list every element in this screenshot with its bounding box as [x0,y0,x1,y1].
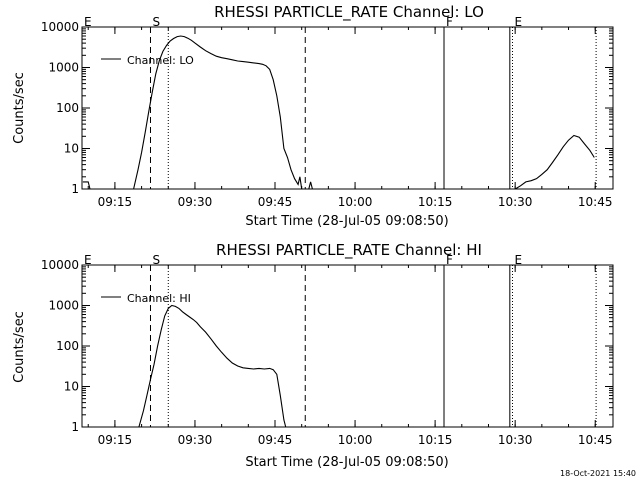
chart-panel-hi: RHESSI PARTICLE_RATE Channel: HI Start T… [12,241,614,470]
x-tick-label: 09:45 [258,195,293,209]
event-marker-label: S [152,253,160,267]
event-marker-label: F [446,15,453,29]
legend-entry: Channel: LO [127,54,194,67]
x-tick-label: 09:45 [258,433,293,447]
x-tick-label: 10:30 [498,195,533,209]
event-marker-label: F [446,253,453,267]
plot-frame [81,264,614,428]
series-line [514,134,595,190]
y-tick-label: 1000 [48,61,79,75]
x-tick-label: 10:15 [418,433,453,447]
y-tick-label: 100 [56,101,79,115]
x-tick-label: 10:30 [498,433,533,447]
x-tick-label: 10:00 [338,433,373,447]
y-tick-label: 10 [64,380,79,394]
chart-title: RHESSI PARTICLE_RATE Channel: HI [216,241,482,260]
footer-timestamp: 18-Oct-2021 15:40 [560,469,636,478]
x-axis-label: Start Time (28-Jul-05 09:08:50) [245,214,448,229]
chart-title: RHESSI PARTICLE_RATE Channel: LO [214,3,484,22]
x-tick-label: 09:15 [98,433,133,447]
x-axis-label: Start Time (28-Jul-05 09:08:50) [245,455,448,470]
x-tick-label: 10:00 [338,195,373,209]
event-marker-label: E [514,15,522,29]
event-marker-label: S [152,15,160,29]
event-marker-label: E [84,15,92,29]
series-line [138,304,287,428]
y-tick-label: 10 [64,142,79,156]
event-marker-label: E [514,253,522,267]
series-line [82,181,91,190]
y-tick-label: 10000 [41,258,79,272]
x-tick-label: 09:30 [178,433,213,447]
y-axis-label: Counts/sec [12,72,27,144]
x-tick-label: 10:45 [578,195,613,209]
y-tick-label: 1 [71,420,79,434]
series-line [133,35,303,190]
y-tick-label: 10000 [41,20,79,34]
series-line [308,181,313,190]
y-tick-label: 1000 [48,299,79,313]
x-tick-label: 09:15 [98,195,133,209]
event-marker-label: E [84,253,92,267]
x-tick-label: 10:15 [418,195,453,209]
chart-panel-lo: RHESSI PARTICLE_RATE Channel: LO Start T… [12,3,614,229]
legend-entry: Channel: HI [127,292,191,305]
plot-frame [81,26,614,190]
y-axis-label: Counts/sec [12,311,27,383]
y-tick-label: 100 [56,339,79,353]
x-tick-label: 09:30 [178,195,213,209]
y-tick-label: 1 [71,182,79,196]
x-tick-label: 10:45 [578,433,613,447]
